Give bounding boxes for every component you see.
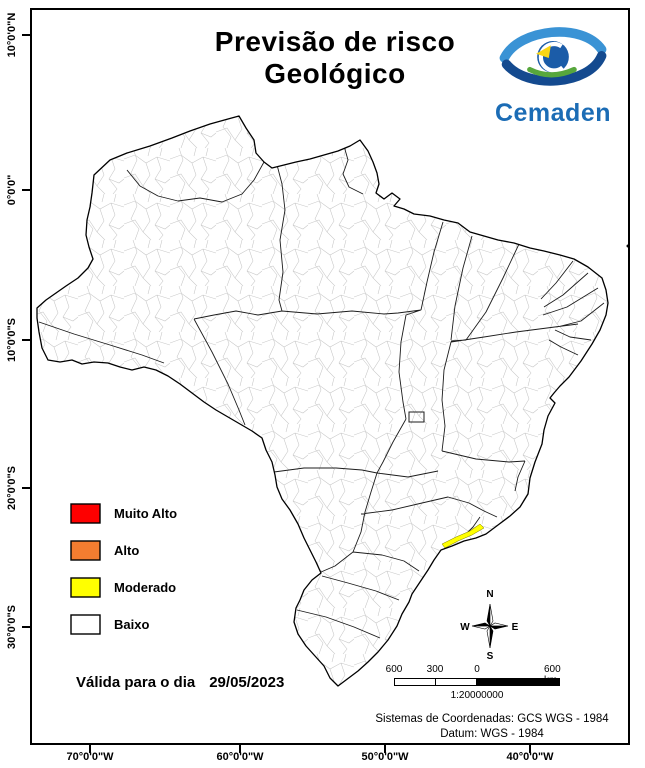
legend-swatch-baixo bbox=[70, 613, 101, 635]
compass-north-label: N bbox=[486, 589, 493, 600]
lat-tick bbox=[22, 626, 30, 628]
datum-line: Datum: WGS - 1984 bbox=[440, 727, 544, 740]
validity-label: Válida para o dia bbox=[76, 674, 196, 691]
legend-label: Baixo bbox=[114, 616, 150, 632]
compass-rose-icon: N S W E bbox=[460, 589, 519, 660]
lat-tick bbox=[22, 189, 30, 191]
scale-segment bbox=[476, 678, 560, 686]
scale-label-600-left: 600 bbox=[385, 664, 403, 675]
scale-ratio: 1:20000000 bbox=[450, 690, 504, 701]
scale-bar-segments bbox=[394, 678, 560, 686]
coordinate-system-note: Sistemas de Coordenadas: GCS WGS - 1984 … bbox=[332, 712, 645, 742]
lat-label-10s: 10°0'0"S bbox=[6, 317, 18, 363]
lat-label-20s: 20°0'0"S bbox=[6, 465, 18, 511]
coord-system-line: Sistemas de Coordenadas: GCS WGS - 1984 bbox=[375, 713, 609, 725]
lat-label-10n: 10°0'0"N bbox=[6, 12, 18, 58]
scale-bar-labels: 600 300 0 600 km bbox=[385, 664, 574, 686]
cemaden-logo: Cemaden bbox=[480, 22, 626, 128]
legend-label: Moderado bbox=[114, 579, 177, 595]
lat-label-30s: 30°0'0"S bbox=[6, 604, 18, 650]
title-line-1: Previsão de risco bbox=[214, 26, 456, 57]
legend-swatch-muito-alto bbox=[70, 502, 101, 524]
state-boundaries bbox=[38, 145, 605, 639]
island-dot bbox=[626, 244, 628, 248]
lat-tick bbox=[22, 339, 30, 341]
compass-west-label: W bbox=[460, 622, 470, 633]
legend-item-moderado: Moderado bbox=[70, 576, 177, 598]
scale-segment bbox=[435, 678, 477, 686]
distrito-federal-outline bbox=[408, 411, 425, 423]
lon-tick bbox=[384, 745, 386, 753]
title-line-2: Geológico bbox=[264, 58, 406, 90]
legend-swatch-moderado bbox=[70, 576, 101, 598]
lon-label-50w: 50°0'0"W bbox=[361, 751, 409, 763]
scale-label-0: 0 bbox=[474, 664, 480, 675]
risk-legend: Muito Alto Alto Moderado Baixo bbox=[70, 502, 177, 650]
risk-highlight-moderado bbox=[441, 523, 485, 549]
lon-tick bbox=[239, 745, 241, 753]
legend-label: Alto bbox=[114, 542, 140, 558]
validity-value: 29/05/2023 bbox=[209, 674, 285, 691]
map-frame: Previsão de risco Geológico Cemaden Muit… bbox=[30, 8, 630, 745]
lon-label-60w: 60°0'0"W bbox=[216, 751, 264, 763]
brazil-map-svg bbox=[36, 115, 628, 687]
cemaden-eye-icon bbox=[499, 27, 607, 86]
lat-tick bbox=[22, 487, 30, 489]
legend-label: Muito Alto bbox=[114, 505, 178, 521]
validity-date: Válida para o dia 29/05/2023 bbox=[76, 674, 298, 691]
lat-label-0: 0°0'0" bbox=[6, 174, 18, 206]
lon-label-70w: 70°0'0"W bbox=[66, 751, 114, 763]
compass-south-label: S bbox=[487, 651, 494, 660]
lat-tick bbox=[22, 34, 30, 36]
scale-segment bbox=[394, 678, 436, 686]
compass-east-label: E bbox=[512, 622, 519, 633]
brazil-country-outline bbox=[36, 115, 609, 687]
lon-label-40w: 40°0'0"W bbox=[506, 751, 554, 763]
cemaden-wordmark: Cemaden bbox=[494, 99, 612, 127]
legend-item-alto: Alto bbox=[70, 539, 177, 561]
scale-bar: 600 300 0 600 km 1:20000000 bbox=[385, 664, 574, 701]
lon-tick bbox=[529, 745, 531, 753]
legend-item-muito-alto: Muito Alto bbox=[70, 502, 177, 524]
compass-star bbox=[471, 603, 509, 649]
page-title: Previsão de risco Geológico bbox=[165, 26, 505, 90]
lon-tick bbox=[89, 745, 91, 753]
scale-label-300: 300 bbox=[426, 664, 444, 675]
legend-swatch-alto bbox=[70, 539, 101, 561]
legend-item-baixo: Baixo bbox=[70, 613, 177, 635]
